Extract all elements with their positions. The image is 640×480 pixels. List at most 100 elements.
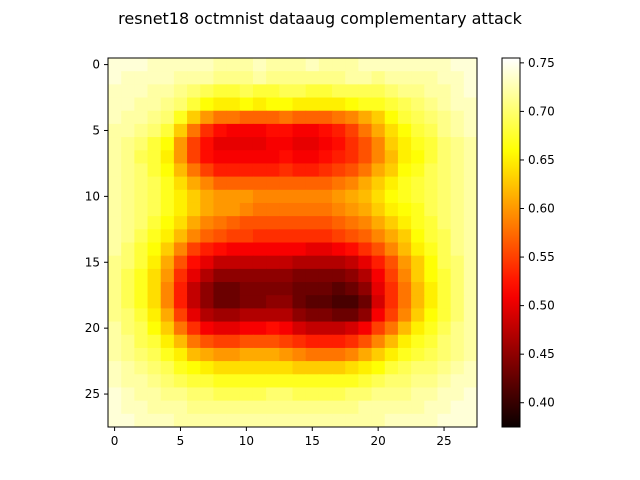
heatmap-cell xyxy=(200,84,214,99)
heatmap-cell xyxy=(305,347,320,362)
heatmap-cell xyxy=(397,229,412,243)
heatmap-cell xyxy=(305,308,320,323)
heatmap-cell xyxy=(187,387,201,402)
heatmap-cell xyxy=(305,387,320,402)
heatmap-cell xyxy=(450,413,465,428)
heatmap-cell xyxy=(345,347,359,362)
heatmap-cell xyxy=(279,189,293,204)
heatmap-cell xyxy=(397,163,412,178)
heatmap-cell xyxy=(147,71,162,85)
heatmap-cell xyxy=(318,308,333,323)
heatmap-cell xyxy=(226,242,241,257)
x-tick-label: 25 xyxy=(436,434,451,448)
heatmap-cell xyxy=(239,176,254,191)
heatmap-cell xyxy=(187,361,201,375)
heatmap-cell xyxy=(371,347,386,362)
colorbar-axis: 0.40 0.45 0.50 0.55 0.60 0.65 0.70 0.75 xyxy=(520,56,555,410)
heatmap-cell xyxy=(437,347,452,362)
heatmap-cell xyxy=(134,308,149,323)
heatmap-cell xyxy=(226,229,241,243)
heatmap-cell xyxy=(411,268,425,283)
heatmap-cell xyxy=(121,255,135,270)
heatmap-cell xyxy=(345,202,359,217)
heatmap-cell xyxy=(332,347,346,362)
heatmap-cell xyxy=(411,361,425,375)
heatmap-cell xyxy=(252,163,267,178)
heatmap-cell xyxy=(292,334,307,349)
heatmap-cell xyxy=(411,163,425,178)
heatmap-cell xyxy=(252,321,267,336)
heatmap-cell xyxy=(239,268,254,283)
heatmap-cell xyxy=(134,268,149,283)
heatmap-cell xyxy=(266,347,280,362)
heatmap-cell xyxy=(424,413,438,428)
heatmap-cell xyxy=(463,110,478,125)
heatmap-cell xyxy=(450,374,465,388)
heatmap-cell xyxy=(305,58,320,72)
heatmap-cell xyxy=(266,400,280,415)
heatmap-cell xyxy=(108,58,122,72)
heatmap-cell xyxy=(305,137,320,151)
heatmap-cell xyxy=(173,123,188,138)
heatmap-cell xyxy=(318,163,333,178)
heatmap-cell xyxy=(384,71,399,85)
heatmap-cell xyxy=(305,229,320,243)
heatmap-cell xyxy=(463,308,478,323)
heatmap-cell xyxy=(345,413,359,428)
heatmap-cell xyxy=(371,229,386,243)
heatmap-cell xyxy=(279,321,293,336)
heatmap-cell xyxy=(437,255,452,270)
heatmap-cell xyxy=(147,163,162,178)
heatmap-cell xyxy=(147,413,162,428)
heatmap-cell xyxy=(450,255,465,270)
heatmap-cell xyxy=(424,321,438,336)
heatmap-cell xyxy=(173,400,188,415)
heatmap-cell xyxy=(279,58,293,72)
heatmap-cell xyxy=(371,176,386,191)
heatmap-cell xyxy=(437,334,452,349)
heatmap-cell xyxy=(200,400,214,415)
heatmap-cell xyxy=(279,202,293,217)
heatmap-cell xyxy=(292,58,307,72)
heatmap-cell xyxy=(121,334,135,349)
heatmap-cell xyxy=(134,84,149,99)
heatmap-cell xyxy=(437,321,452,336)
heatmap-cell xyxy=(160,123,175,138)
heatmap-cell xyxy=(279,308,293,323)
heatmap-cell xyxy=(134,176,149,191)
heatmap-cell xyxy=(160,334,175,349)
heatmap-cell xyxy=(108,255,122,270)
heatmap-cell xyxy=(437,110,452,125)
heatmap-cell xyxy=(160,97,175,112)
heatmap-cell xyxy=(147,110,162,125)
heatmap-cell xyxy=(424,334,438,349)
heatmap-cell xyxy=(397,137,412,151)
heatmap-cell xyxy=(411,229,425,243)
heatmap-cell xyxy=(252,374,267,388)
heatmap-cell xyxy=(437,137,452,151)
heatmap-cell xyxy=(134,242,149,257)
heatmap-cell xyxy=(266,361,280,375)
heatmap-cell xyxy=(187,413,201,428)
heatmap-cell xyxy=(134,202,149,217)
heatmap-cell xyxy=(358,308,373,323)
heatmap-cell xyxy=(226,123,241,138)
heatmap-cell xyxy=(252,97,267,112)
heatmap-cell xyxy=(463,176,478,191)
heatmap-cell xyxy=(358,150,373,164)
heatmap-cell xyxy=(147,229,162,243)
heatmap-cell xyxy=(345,387,359,402)
heatmap-cell xyxy=(305,123,320,138)
heatmap-cell xyxy=(463,84,478,99)
heatmap-cell xyxy=(345,110,359,125)
heatmap-cell xyxy=(332,202,346,217)
heatmap-cell xyxy=(147,387,162,402)
heatmap-cell xyxy=(292,216,307,230)
heatmap-cell xyxy=(134,71,149,85)
heatmap-cell xyxy=(463,242,478,257)
heatmap-cell xyxy=(252,347,267,362)
heatmap-cell xyxy=(332,150,346,164)
heatmap-cell xyxy=(239,242,254,257)
heatmap-cell xyxy=(305,255,320,270)
heatmap-cell xyxy=(239,202,254,217)
